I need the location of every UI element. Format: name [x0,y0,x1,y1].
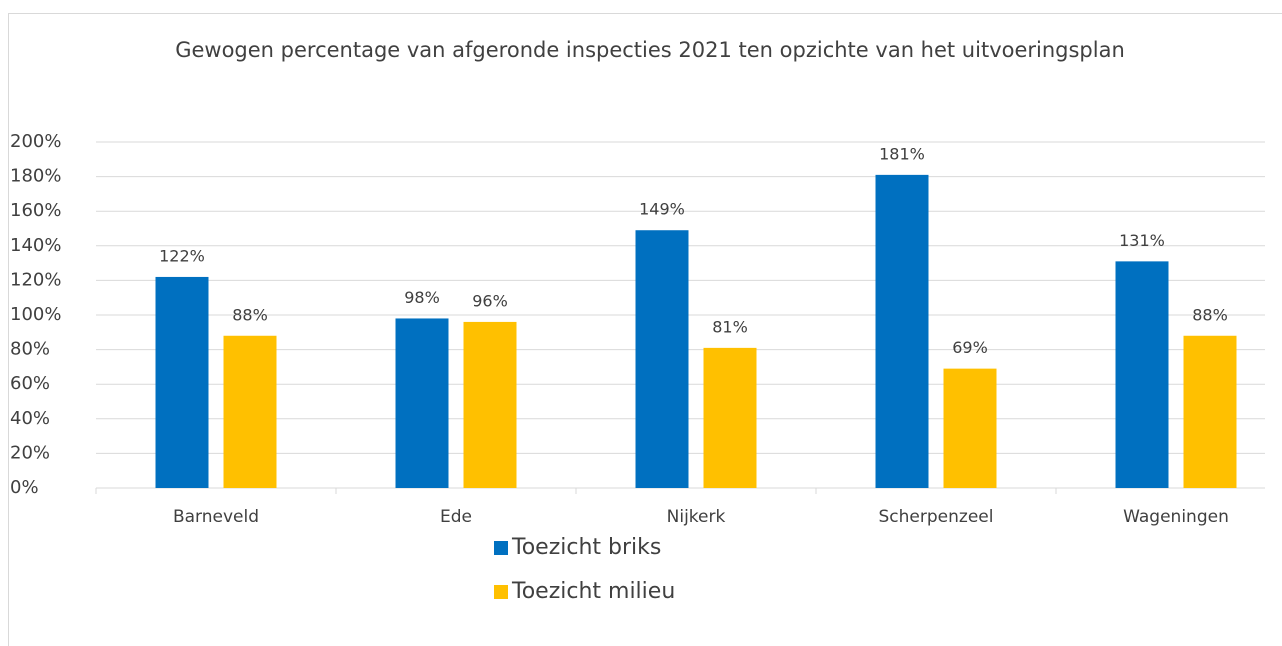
bar [703,347,757,488]
bar [875,174,929,488]
bar [635,230,689,489]
x-tick-label: Ede [440,507,472,527]
data-label: 149% [639,200,685,219]
legend-label: Toezicht briks [511,535,661,560]
x-tick-label: Wageningen [1123,507,1229,527]
y-tick-label: 40% [10,408,50,429]
x-tick-label: Scherpenzeel [879,507,994,527]
chart-title: Gewogen percentage van afgeronde inspect… [175,38,1125,62]
bar [155,276,209,488]
data-label: 122% [159,246,205,265]
y-tick-label: 200% [10,131,61,152]
y-tick-label: 120% [10,269,61,290]
x-tick-label: Nijkerk [667,507,726,527]
legend-swatch [494,541,508,555]
y-tick-label: 60% [10,373,50,394]
data-label: 131% [1119,231,1165,250]
data-label: 98% [404,288,440,307]
y-tick-label: 80% [10,339,50,360]
data-label: 96% [472,291,508,310]
bar [1115,261,1169,488]
y-tick-label: 0% [10,477,39,498]
y-tick-label: 180% [10,166,61,187]
data-label: 181% [879,144,925,163]
bar [223,335,277,488]
data-label: 88% [232,305,268,324]
bar [1183,335,1237,488]
legend-label: Toezicht milieu [511,579,675,604]
data-label: 81% [712,317,748,336]
legend-swatch [494,585,508,599]
x-tick-label: Barneveld [173,507,259,527]
bar [943,368,997,488]
data-label: 69% [952,338,988,357]
y-tick-label: 20% [10,442,50,463]
bar [395,318,449,488]
data-label: 88% [1192,305,1228,324]
bar [463,321,517,488]
y-tick-label: 140% [10,235,61,256]
y-tick-label: 100% [10,304,61,325]
y-tick-label: 160% [10,200,61,221]
